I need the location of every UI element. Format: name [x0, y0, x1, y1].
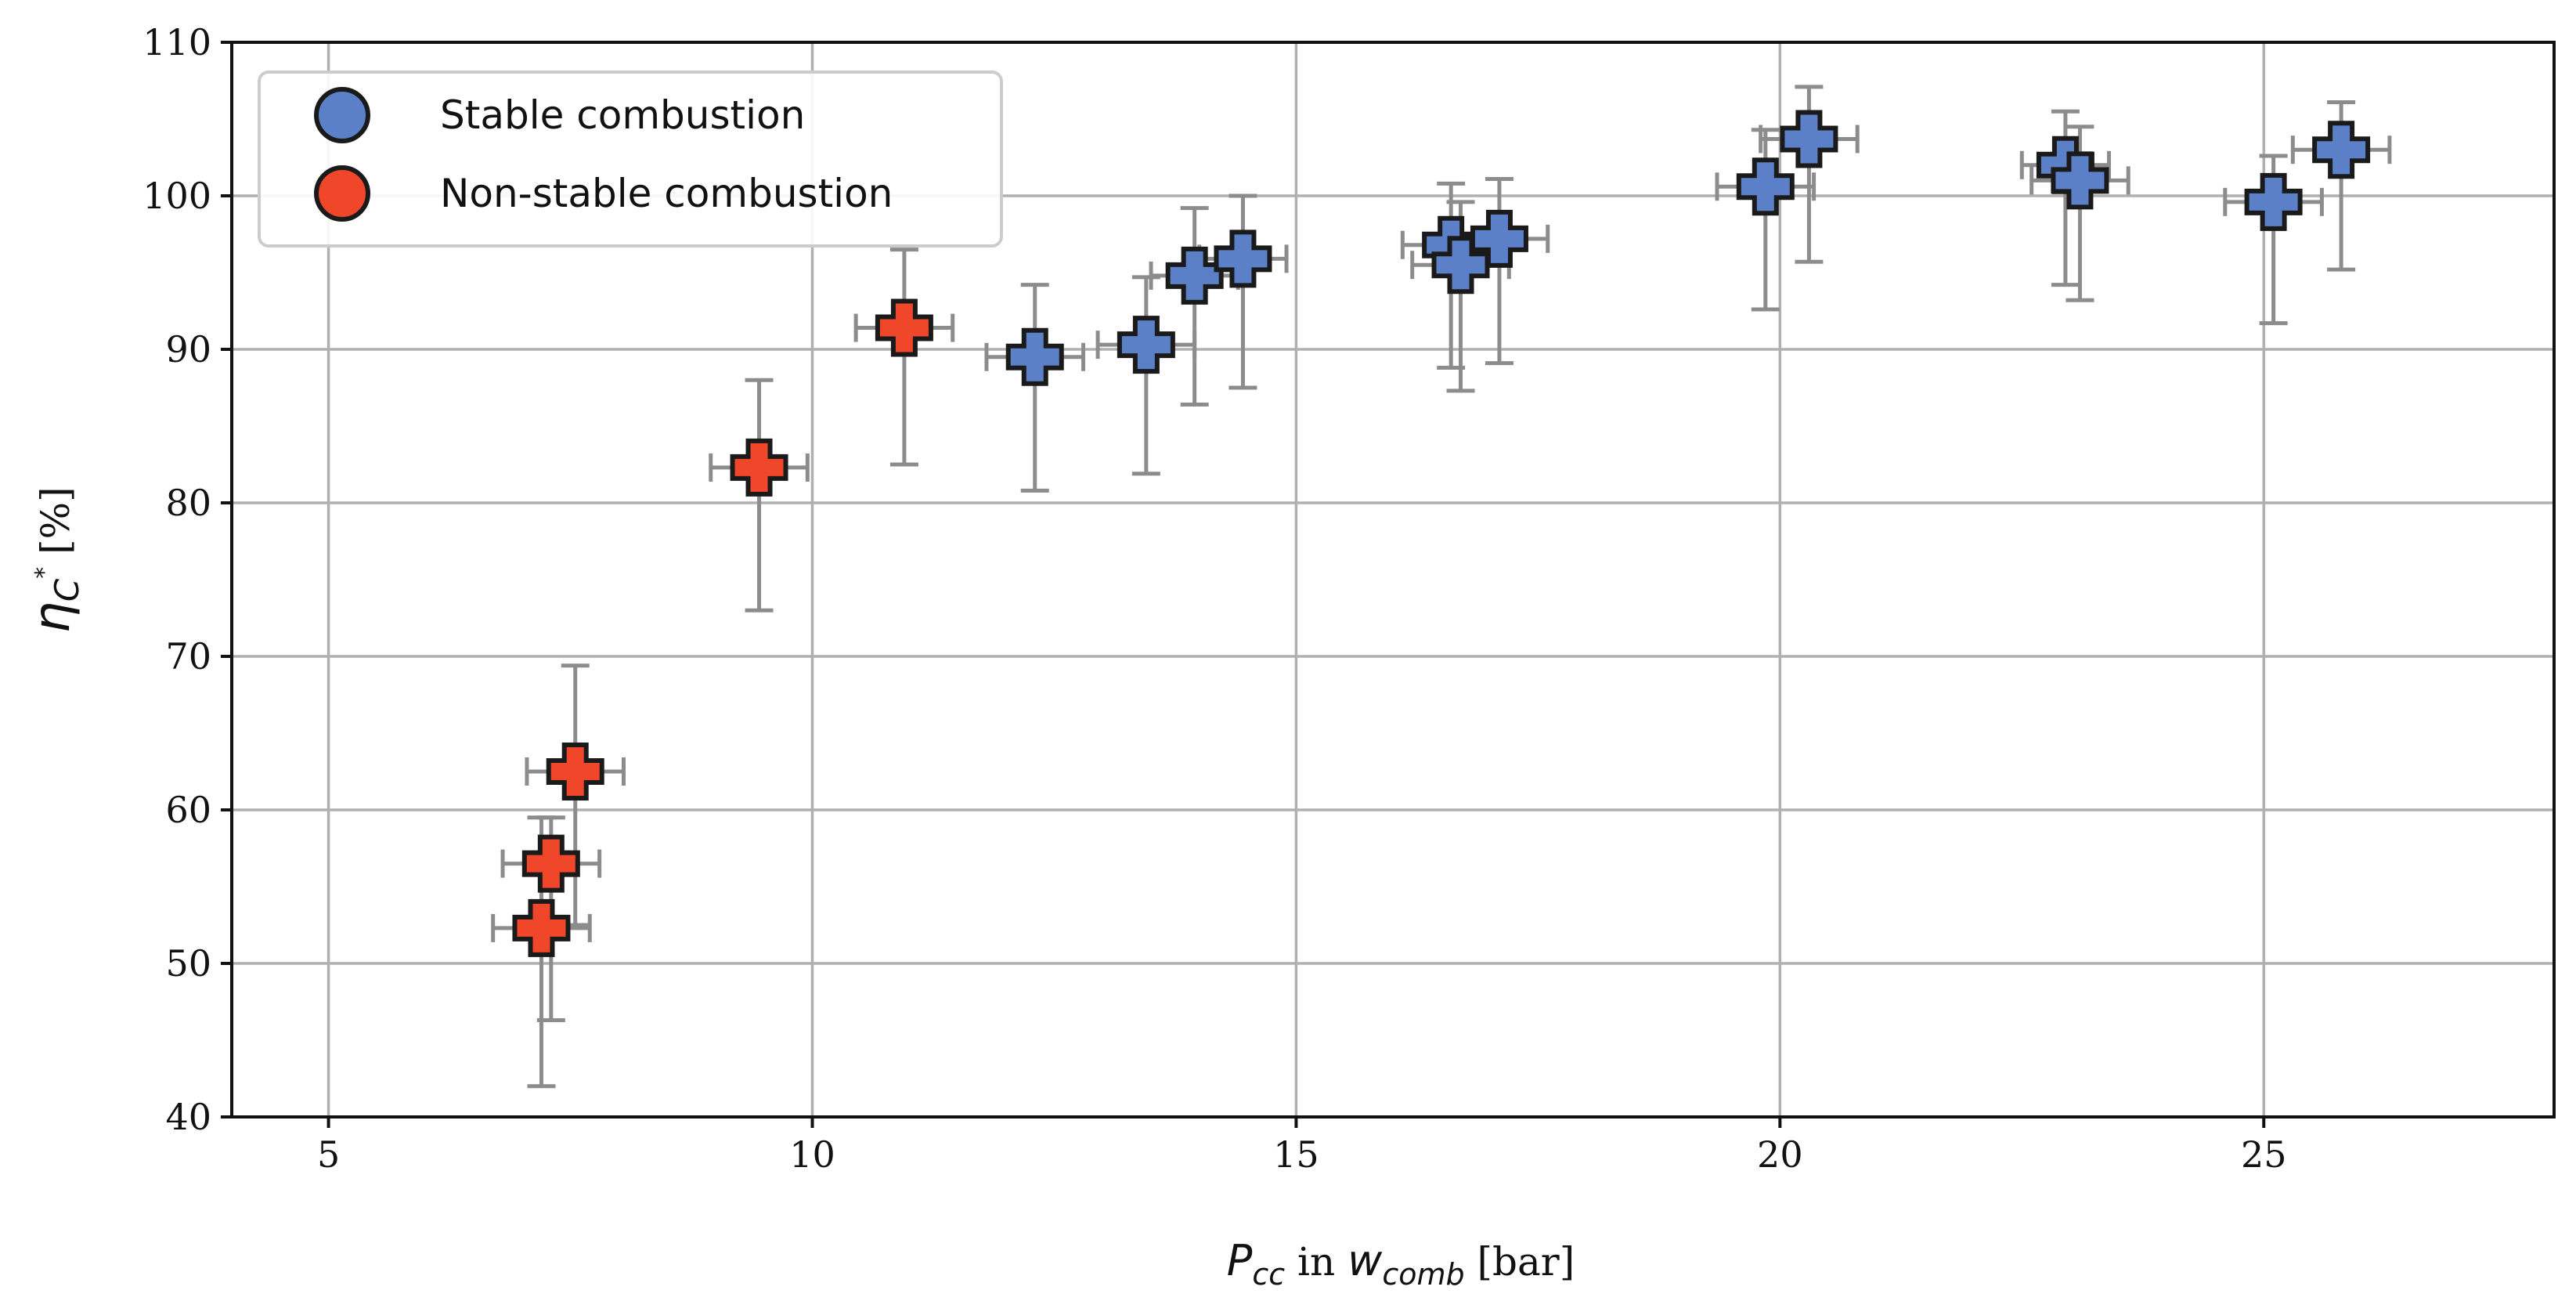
error-bar — [853, 248, 955, 467]
data-point-stable — [1214, 229, 1272, 288]
legend-label-stable: Stable combustion — [440, 92, 805, 138]
y-tick-label: 110 — [143, 21, 211, 63]
y-tick-label: 100 — [143, 175, 211, 217]
data-point-stable — [2244, 172, 2303, 231]
y-tick-label: 50 — [165, 942, 211, 985]
legend: Stable combustion Non-stable combustion — [258, 70, 1003, 248]
data-point-non-stable — [521, 834, 580, 893]
y-axis-ticks: 40 50 60 70 80 90 100 110 — [143, 21, 232, 1138]
plot-frame — [230, 41, 2556, 1118]
y-tick-label: 60 — [165, 789, 211, 831]
error-bar — [984, 283, 1086, 493]
error-bar — [1095, 275, 1197, 476]
data-point-stable — [1117, 316, 1175, 374]
legend-box — [258, 70, 1003, 248]
data-point-stable — [1431, 236, 1490, 295]
legend-marker-non-stable — [314, 165, 370, 222]
x-tick-label: 10 — [789, 1133, 835, 1176]
x-tick-label: 20 — [1757, 1133, 1803, 1176]
data-point-stable — [2051, 151, 2109, 210]
x-tick-label: 15 — [1273, 1133, 1319, 1176]
data-point-non-stable — [546, 743, 604, 800]
x-tick-label: 5 — [317, 1133, 340, 1176]
error-bar — [1197, 193, 1289, 390]
y-tick-label: 80 — [165, 482, 211, 524]
data-point-stable — [2312, 121, 2371, 179]
x-axis-ticks: 5 10 15 20 25 — [317, 1117, 2287, 1176]
x-axis-label: Pcc in wcomb [bar] — [1227, 1236, 1575, 1292]
y-tick-label: 70 — [165, 635, 211, 678]
data-point-stable — [1736, 157, 1795, 216]
data-point-stable — [1165, 246, 1224, 305]
data-point-non-stable — [730, 438, 788, 497]
y-tick-label: 40 — [165, 1096, 211, 1138]
y-tick-label: 90 — [165, 328, 211, 370]
legend-label-non-stable: Non-stable combustion — [440, 171, 893, 216]
data-point-non-stable — [512, 898, 571, 957]
data-point-stable — [1780, 110, 1838, 168]
data-markers — [512, 110, 2371, 957]
data-point-non-stable — [875, 298, 933, 357]
data-point-stable — [1005, 327, 1064, 386]
error-bar — [1149, 206, 1240, 407]
legend-marker-stable — [314, 87, 370, 143]
x-tick-label: 25 — [2241, 1133, 2287, 1176]
data-point-stable — [1470, 209, 1528, 268]
y-axis-label: ηC* [%] — [23, 486, 86, 633]
